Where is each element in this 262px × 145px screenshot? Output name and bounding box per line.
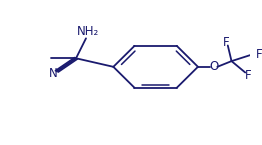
Text: F: F (256, 48, 262, 60)
Text: O: O (210, 60, 219, 73)
Text: NH₂: NH₂ (77, 25, 100, 38)
Text: N: N (49, 67, 58, 80)
Text: F: F (244, 69, 251, 82)
Text: F: F (223, 36, 230, 49)
